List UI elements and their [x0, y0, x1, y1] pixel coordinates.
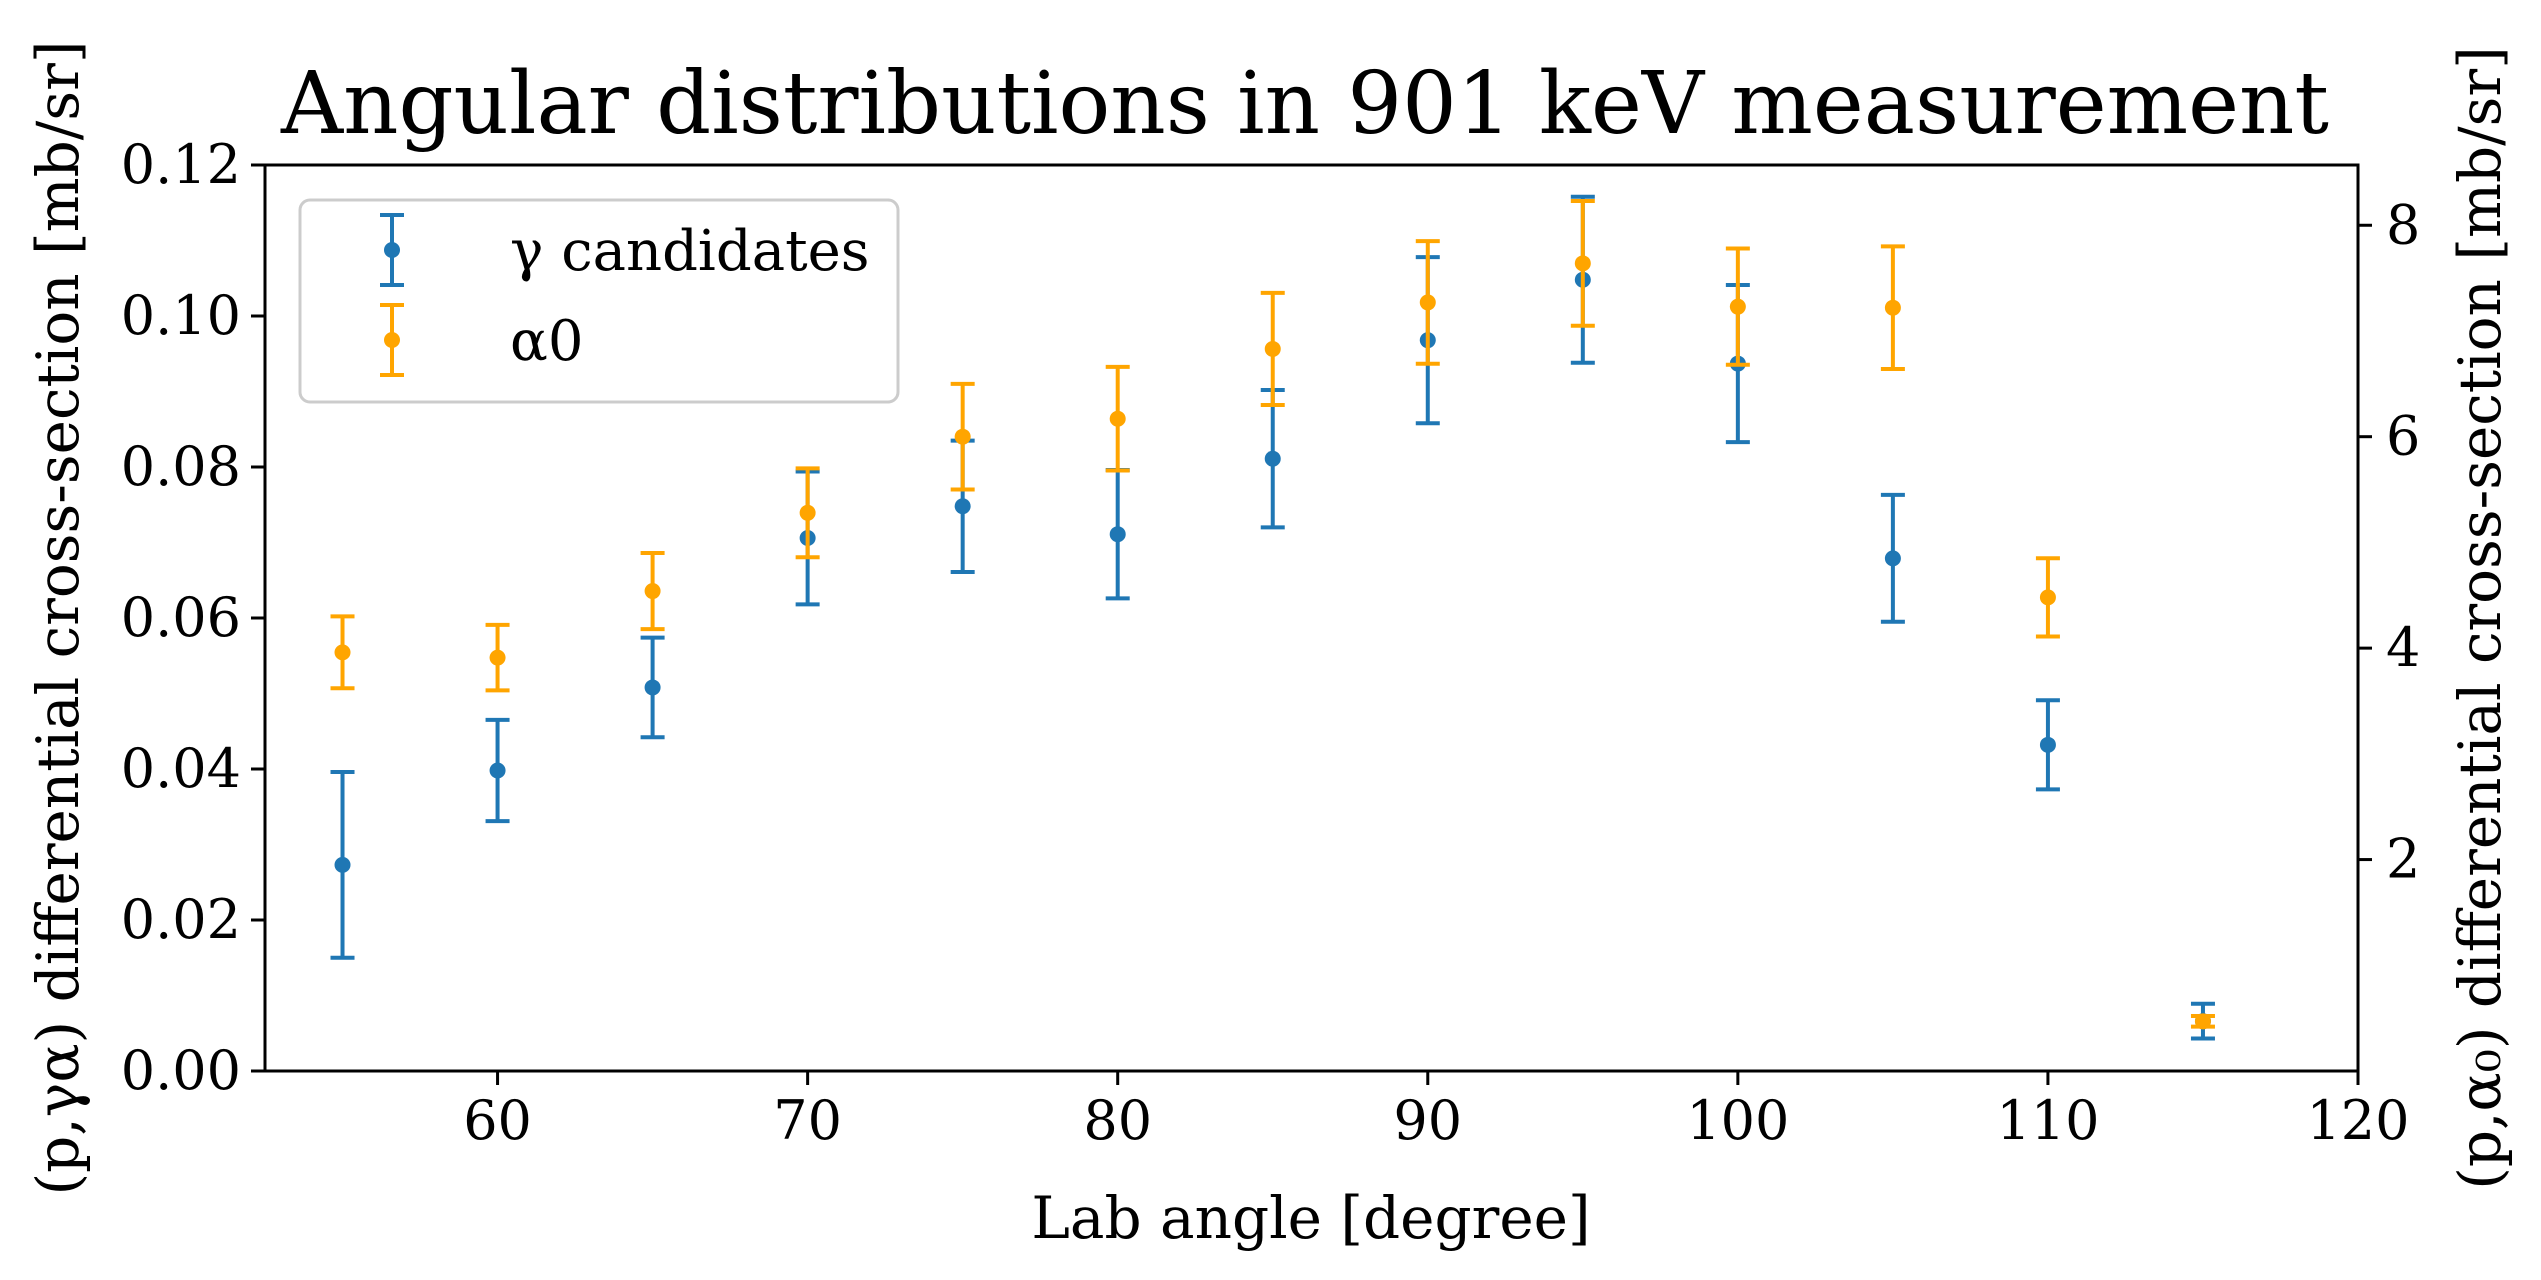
plot-area	[330, 194, 2215, 1041]
data-point	[489, 649, 506, 666]
data-point	[1884, 550, 1901, 567]
data-point	[1729, 298, 1746, 315]
x-tick-label: 120	[2306, 1089, 2409, 1152]
y-right-tick-label: 2	[2386, 828, 2420, 891]
x-tick-label: 70	[773, 1089, 842, 1152]
legend: γ candidates α0	[298, 198, 900, 404]
y-axis-label-left: (p,γα) differential cross-section [mb/sr…	[24, 41, 92, 1196]
data-point	[1574, 255, 1591, 272]
x-axis-label: Lab angle [degree]	[1031, 1184, 1590, 1252]
legend-label: α0	[510, 309, 583, 374]
chart-title: Angular distributions in 901 keV measure…	[280, 54, 2329, 154]
data-point	[1109, 410, 1126, 427]
x-tick-label: 100	[1686, 1089, 1789, 1152]
y-right-tick-label: 4	[2386, 616, 2420, 679]
data-point	[334, 644, 351, 661]
data-point	[799, 504, 816, 521]
y-tick-label: 0.04	[121, 737, 241, 800]
legend-marker-point	[384, 332, 400, 348]
data-point	[644, 583, 661, 600]
y-axis-label-right: (p,α₀) differential cross-section [mb/sr…	[2446, 46, 2514, 1190]
data-point	[2194, 1013, 2211, 1030]
legend-label: γ candidates	[510, 219, 869, 284]
series-1	[330, 198, 2215, 1030]
data-point	[954, 498, 971, 515]
data-point	[1419, 294, 1436, 311]
data-point	[334, 856, 351, 873]
y-axis-right: 2 4 6 8	[2358, 193, 2420, 891]
data-point	[2039, 589, 2056, 606]
y-tick-label: 0.02	[121, 888, 241, 951]
y-right-tick-label: 8	[2386, 193, 2420, 256]
data-point	[2039, 736, 2056, 753]
x-axis: 60 70 80 90 100 110 120	[463, 1071, 2410, 1152]
data-point	[1264, 450, 1281, 467]
data-point	[954, 428, 971, 445]
data-point	[489, 762, 506, 779]
y-tick-label: 0.08	[121, 435, 241, 498]
x-tick-label: 60	[463, 1089, 532, 1152]
y-tick-label: 0.10	[121, 284, 241, 347]
data-point	[644, 679, 661, 696]
data-point	[1109, 526, 1126, 543]
data-point	[1884, 299, 1901, 316]
x-tick-label: 110	[1996, 1089, 2099, 1152]
legend-frame	[298, 198, 900, 404]
x-tick-label: 80	[1083, 1089, 1152, 1152]
y-right-tick-label: 6	[2386, 405, 2420, 468]
y-axis-left: 0.00 0.02 0.04 0.06 0.08 0.10 0.12	[121, 133, 265, 1102]
y-tick-label: 0.12	[121, 133, 241, 196]
y-tick-label: 0.06	[121, 586, 241, 649]
legend-marker-point	[384, 242, 400, 258]
x-tick-label: 90	[1393, 1089, 1462, 1152]
y-tick-label: 0.00	[121, 1039, 241, 1102]
data-point	[1264, 340, 1281, 357]
